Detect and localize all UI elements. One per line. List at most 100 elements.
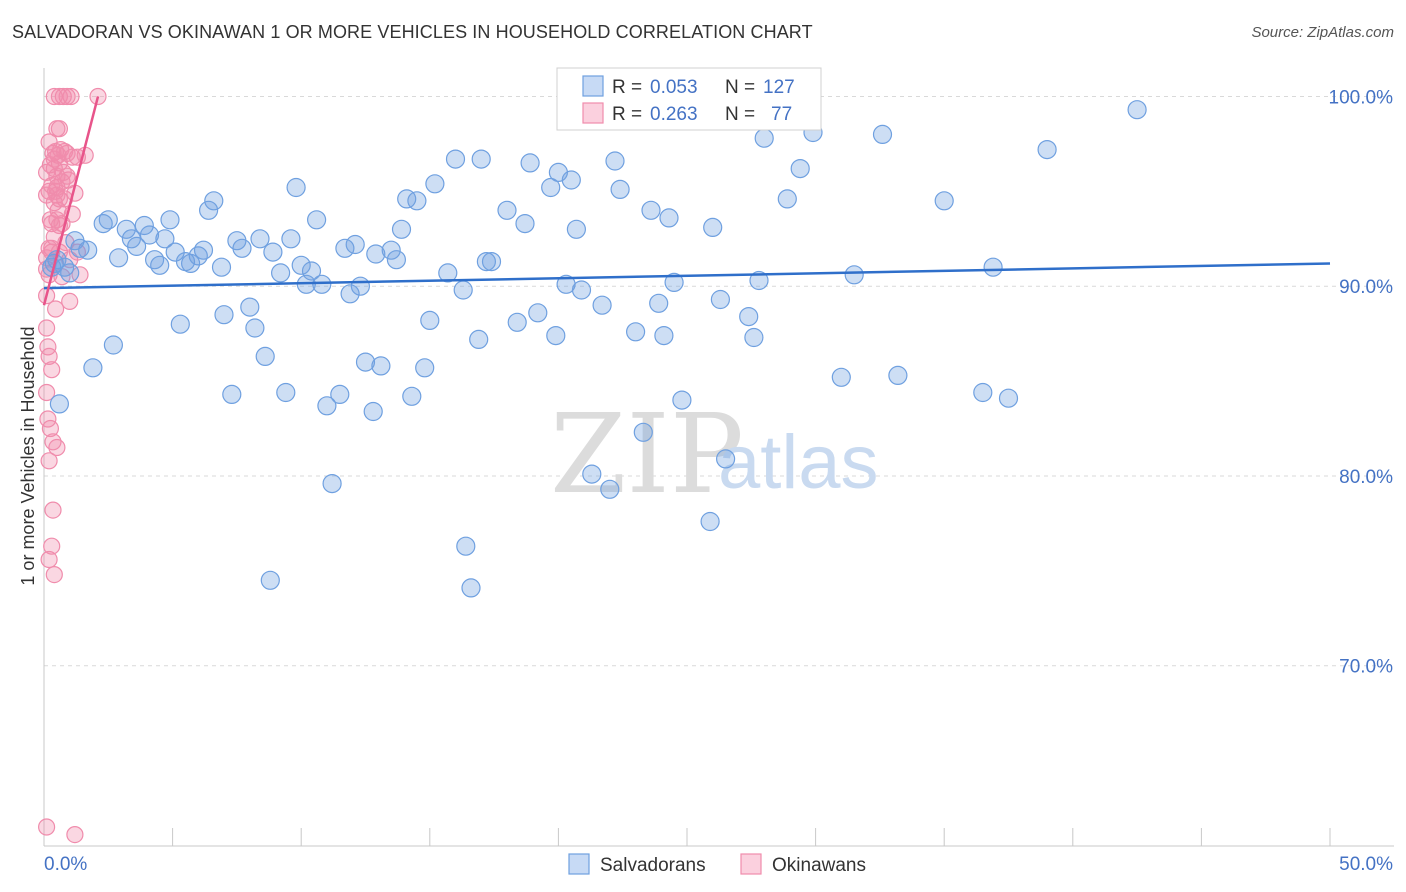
- salvadorans-point-91: [571, 280, 592, 300]
- salvadorans-point-45: [286, 177, 306, 198]
- salvadorans-point-73: [453, 280, 473, 300]
- salvadorans-point-32: [214, 305, 234, 325]
- salvadorans-point-57: [350, 276, 370, 296]
- okinawans-point-14: [40, 550, 58, 569]
- stats-n-label-salvadorans: N =: [725, 77, 755, 98]
- salvadorans-point-17: [134, 215, 154, 236]
- stats-n-value-okinawans: 77: [771, 104, 792, 125]
- salvadorans-point-100: [649, 293, 669, 313]
- stats-n-value-salvadorans: 127: [763, 77, 795, 98]
- y-axis-label: 1 or more Vehicles in Household: [18, 326, 38, 585]
- salvadorans-point-125: [1127, 100, 1147, 120]
- salvadorans-point-59: [363, 401, 383, 422]
- okinawans-point-31: [45, 565, 63, 584]
- salvadorans-point-95: [605, 151, 625, 171]
- salvadorans-point-85: [541, 177, 561, 198]
- salvadorans-point-117: [844, 265, 864, 285]
- salvadorans-point-54: [335, 238, 355, 258]
- y-tick-label-70: 70.0%: [1339, 657, 1393, 678]
- salvadorans-point-53: [330, 384, 350, 404]
- okinawans-point-27: [45, 87, 63, 106]
- salvadorans-point-105: [700, 511, 720, 532]
- salvadorans-point-16: [127, 236, 147, 256]
- salvadorans-point-80: [497, 200, 517, 220]
- salvadorans-point-111: [749, 270, 769, 291]
- salvadorans-point-83: [520, 153, 540, 173]
- okinawans-point-46: [50, 190, 69, 208]
- salvadorans-point-60: [366, 244, 386, 264]
- salvadorans-point-119: [888, 365, 908, 385]
- salvadorans-point-75: [461, 578, 481, 598]
- salvadorans-point-29: [199, 200, 219, 220]
- okinawans-point-43: [50, 120, 69, 138]
- salvadorans-point-11: [98, 210, 118, 230]
- okinawans-point-61: [62, 87, 80, 106]
- salvadorans-point-21: [155, 229, 175, 249]
- source-label: Source: ZipAtlas.com: [1251, 24, 1394, 41]
- salvadorans-point-13: [108, 248, 129, 268]
- salvadorans-point-112: [754, 128, 774, 148]
- watermark: ZIP atlas: [550, 390, 879, 518]
- salvadorans-point-19: [145, 250, 165, 270]
- bottom-legend: Salvadorans Okinawans: [568, 853, 866, 876]
- salvadorans-point-41: [263, 242, 283, 262]
- salvadorans-point-102: [659, 208, 679, 228]
- salvadorans-point-110: [744, 327, 764, 348]
- salvadorans-point-7: [70, 238, 90, 258]
- okinawans-point-21: [43, 361, 61, 379]
- x-tick-labels: 0.0% 50.0%: [44, 854, 1393, 875]
- salvadorans-point-99: [641, 200, 661, 220]
- salvadorans-point-58: [355, 352, 376, 372]
- salvadorans-point-84: [528, 303, 548, 323]
- salvadorans-point-64: [391, 219, 412, 239]
- salvadorans-point-108: [715, 449, 736, 469]
- legend-label-okinawans: Okinawans: [772, 855, 866, 876]
- stats-r-value-okinawans: 0.263: [650, 104, 698, 125]
- salvadorans-point-122: [983, 257, 1003, 277]
- legend-swatch-okinawans: [740, 853, 762, 875]
- salvadorans-point-118: [872, 124, 893, 144]
- okinawans-point-13: [40, 452, 58, 470]
- salvadorans-point-4: [54, 257, 75, 277]
- salvadorans-point-126: [672, 390, 692, 410]
- salvadorans-point-55: [340, 284, 360, 304]
- salvadorans-point-114: [790, 159, 810, 179]
- salvadorans-point-42: [271, 263, 291, 283]
- salvadorans-point-66: [402, 386, 422, 406]
- salvadorans-point-77: [471, 149, 491, 169]
- salvadorans-point-113: [777, 189, 797, 209]
- salvadorans-point-3: [49, 394, 70, 414]
- trendline-okinawans: [42, 96, 100, 306]
- salvadorans-point-69: [420, 310, 440, 330]
- trendline-salvadorans: [43, 262, 1331, 290]
- salvadorans-point-92: [582, 464, 602, 484]
- stats-r-value-salvadorans: 0.053: [650, 77, 698, 98]
- series-salvadorans: [42, 84, 1147, 598]
- salvadorans-point-49: [307, 210, 327, 230]
- grid: [44, 95, 1394, 667]
- okinawans-point-76: [45, 160, 63, 178]
- okinawans-point-7: [37, 383, 56, 402]
- salvadorans-point-43: [276, 382, 296, 403]
- salvadorans-point-123: [998, 388, 1019, 408]
- salvadorans-point-98: [633, 422, 653, 442]
- stats-legend: R = 0.053 N = 127 R = 0.263 N = 77: [556, 67, 822, 131]
- x-tick-label-max: 50.0%: [1339, 854, 1393, 875]
- salvadorans-point-103: [664, 272, 684, 292]
- salvadorans-point-109: [739, 307, 759, 327]
- salvadorans-point-26: [181, 253, 201, 273]
- salvadorans-point-24: [170, 314, 190, 334]
- watermark-zip: ZIP: [550, 390, 744, 518]
- x-tick-label-min: 0.0%: [44, 854, 87, 875]
- salvadorans-point-101: [654, 326, 674, 346]
- salvadorans-point-70: [425, 174, 445, 194]
- salvadorans-point-71: [438, 263, 458, 283]
- salvadorans-point-51: [317, 396, 337, 416]
- salvadorans-point-18: [139, 225, 160, 245]
- salvadorans-point-97: [625, 322, 646, 342]
- salvadorans-point-20: [150, 255, 170, 275]
- salvadorans-point-5: [60, 263, 80, 283]
- salvadorans-point-14: [116, 219, 136, 239]
- watermark-atlas: atlas: [718, 420, 879, 505]
- okinawans-point-60: [61, 292, 79, 310]
